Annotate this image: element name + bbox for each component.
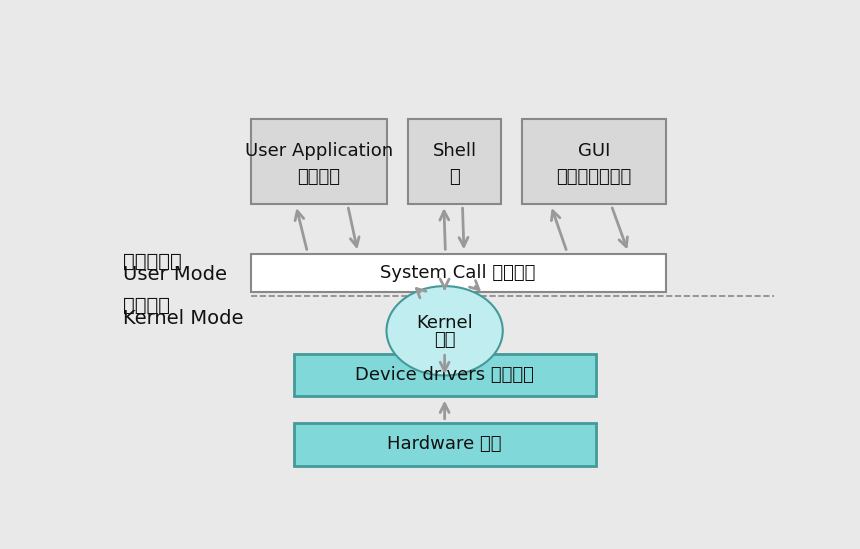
Ellipse shape [386,286,503,376]
FancyBboxPatch shape [408,119,501,204]
Text: Hardware 硬體: Hardware 硬體 [387,435,502,453]
FancyBboxPatch shape [251,254,666,292]
Text: 核心: 核心 [434,331,456,349]
Text: Device drivers 驅動程式: Device drivers 驅動程式 [355,366,534,384]
Text: System Call 系統呼叫: System Call 系統呼叫 [380,264,536,282]
FancyBboxPatch shape [251,119,386,204]
Text: Shell: Shell [433,142,476,160]
Text: 核心模式: 核心模式 [123,296,170,315]
Text: 使用者模式: 使用者模式 [123,252,181,271]
Text: User Mode: User Mode [123,265,227,284]
Text: Kernel Mode: Kernel Mode [123,309,243,328]
Text: Kernel: Kernel [416,314,473,332]
Text: GUI: GUI [578,142,610,160]
FancyBboxPatch shape [293,354,596,396]
Text: 圖形使用者界面: 圖形使用者界面 [556,167,631,186]
Text: 應用程式: 應用程式 [298,167,341,186]
Text: 殼: 殼 [449,167,460,186]
FancyBboxPatch shape [293,423,596,466]
FancyBboxPatch shape [522,119,666,204]
Text: User Application: User Application [244,142,393,160]
